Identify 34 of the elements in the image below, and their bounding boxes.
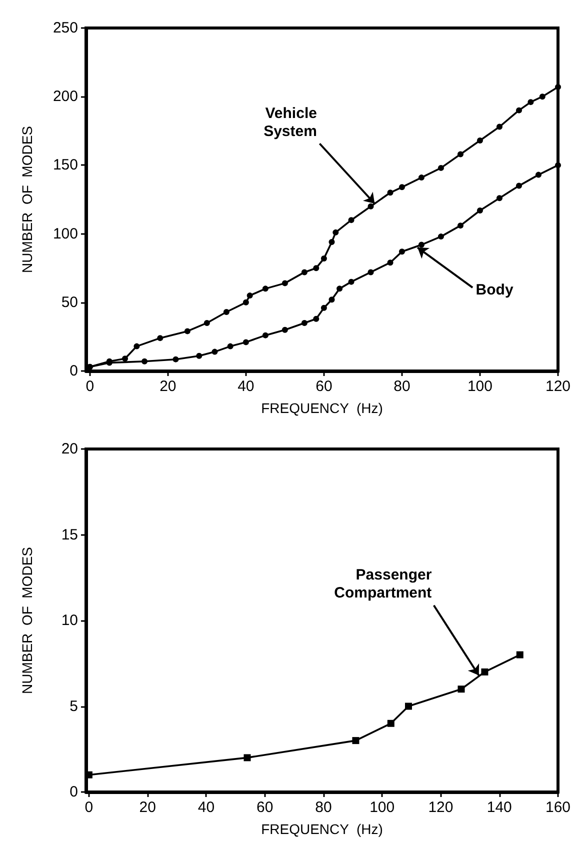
y-tick-label: 0 <box>70 362 78 380</box>
x-tick-label: 120 <box>428 799 454 816</box>
annotation: Passenger Compartment <box>334 566 432 602</box>
y-tick-label: 5 <box>70 698 78 715</box>
x-tick-label: 40 <box>198 799 215 816</box>
x-tick-label: 140 <box>486 799 512 816</box>
x-tick-label: 60 <box>316 378 332 395</box>
y-tick-label: 10 <box>61 612 78 629</box>
annotation: Vehicle System <box>264 105 317 140</box>
y-axis-title: NUMBER OF MODES <box>19 546 35 694</box>
y-tick-label: 15 <box>61 526 78 544</box>
x-tick-label: 160 <box>545 799 571 816</box>
x-tick-label: 100 <box>467 378 492 395</box>
y-tick-label: 250 <box>52 20 78 36</box>
y-tick-label: 200 <box>52 88 78 106</box>
y-tick-label: 150 <box>52 156 78 174</box>
y-tick-label: 100 <box>52 225 78 242</box>
x-tick-label: 120 <box>545 378 571 395</box>
annotation: Body <box>476 281 514 298</box>
x-tick-label: 60 <box>256 799 274 816</box>
x-tick-label: 80 <box>315 799 332 816</box>
x-tick-label: 40 <box>238 378 254 395</box>
x-tick-label: 0 <box>86 378 94 395</box>
y-tick-label: 0 <box>70 784 78 800</box>
x-tick-label: 100 <box>370 799 395 816</box>
x-tick-label: 0 <box>84 799 94 816</box>
x-tick-label: 20 <box>139 799 156 816</box>
x-axis-title: FREQUENCY (Hz) <box>261 821 383 837</box>
x-tick-label: 20 <box>160 378 176 395</box>
y-tick-label: 20 <box>61 440 78 458</box>
y-axis-title: NUMBER OF MODES <box>19 126 35 274</box>
x-axis-title: FREQUENCY (Hz) <box>261 400 383 416</box>
y-tick-label: 50 <box>61 294 78 311</box>
x-tick-label: 80 <box>394 378 410 395</box>
